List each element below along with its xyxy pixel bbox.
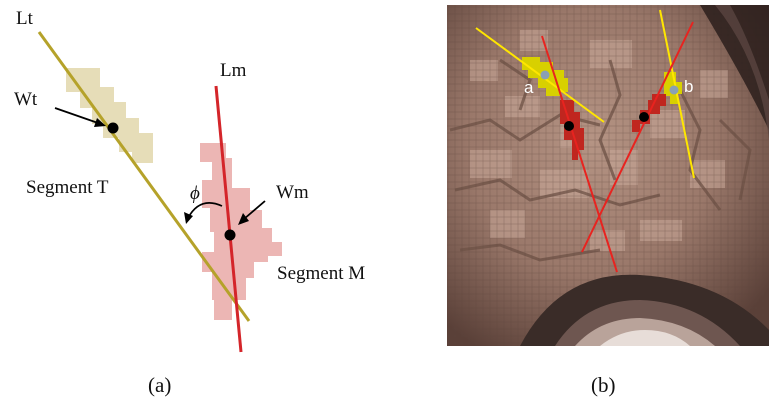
panel-a: Lt Lm Wt Wm Segment T Segment M ϕ (a): [14, 8, 365, 397]
line-lt: [37, 31, 251, 322]
panel-b: a b (b): [447, 5, 769, 397]
label-b: b: [684, 77, 693, 96]
point-wm: [224, 229, 236, 241]
marker-b: [669, 85, 679, 95]
point-wt: [107, 122, 119, 134]
segment-t-shape: [66, 68, 153, 163]
label-segment-m: Segment M: [277, 263, 365, 284]
photo: a b: [447, 5, 769, 346]
marker-a: [540, 70, 550, 80]
label-a: a: [524, 78, 534, 97]
caption-a: (a): [148, 373, 171, 397]
yellow-line-a: [475, 27, 605, 123]
label-lm: Lm: [220, 60, 247, 81]
point-left: [564, 121, 574, 131]
red-line-right: [581, 21, 694, 253]
label-wm: Wm: [276, 182, 309, 203]
arrow-wt: [54, 107, 106, 127]
label-wt: Wt: [14, 89, 38, 110]
point-right: [639, 112, 649, 122]
yellow-line-b: [659, 9, 695, 179]
caption-b: (b): [591, 373, 616, 397]
red-line-left: [541, 35, 618, 273]
label-lt: Lt: [16, 8, 34, 29]
label-angle: ϕ: [190, 183, 200, 204]
segment-m-shape: [200, 143, 282, 320]
arrow-wm: [238, 200, 266, 225]
line-lm: [214, 85, 243, 353]
angle-arc: [184, 202, 223, 224]
label-segment-t: Segment T: [26, 177, 109, 198]
